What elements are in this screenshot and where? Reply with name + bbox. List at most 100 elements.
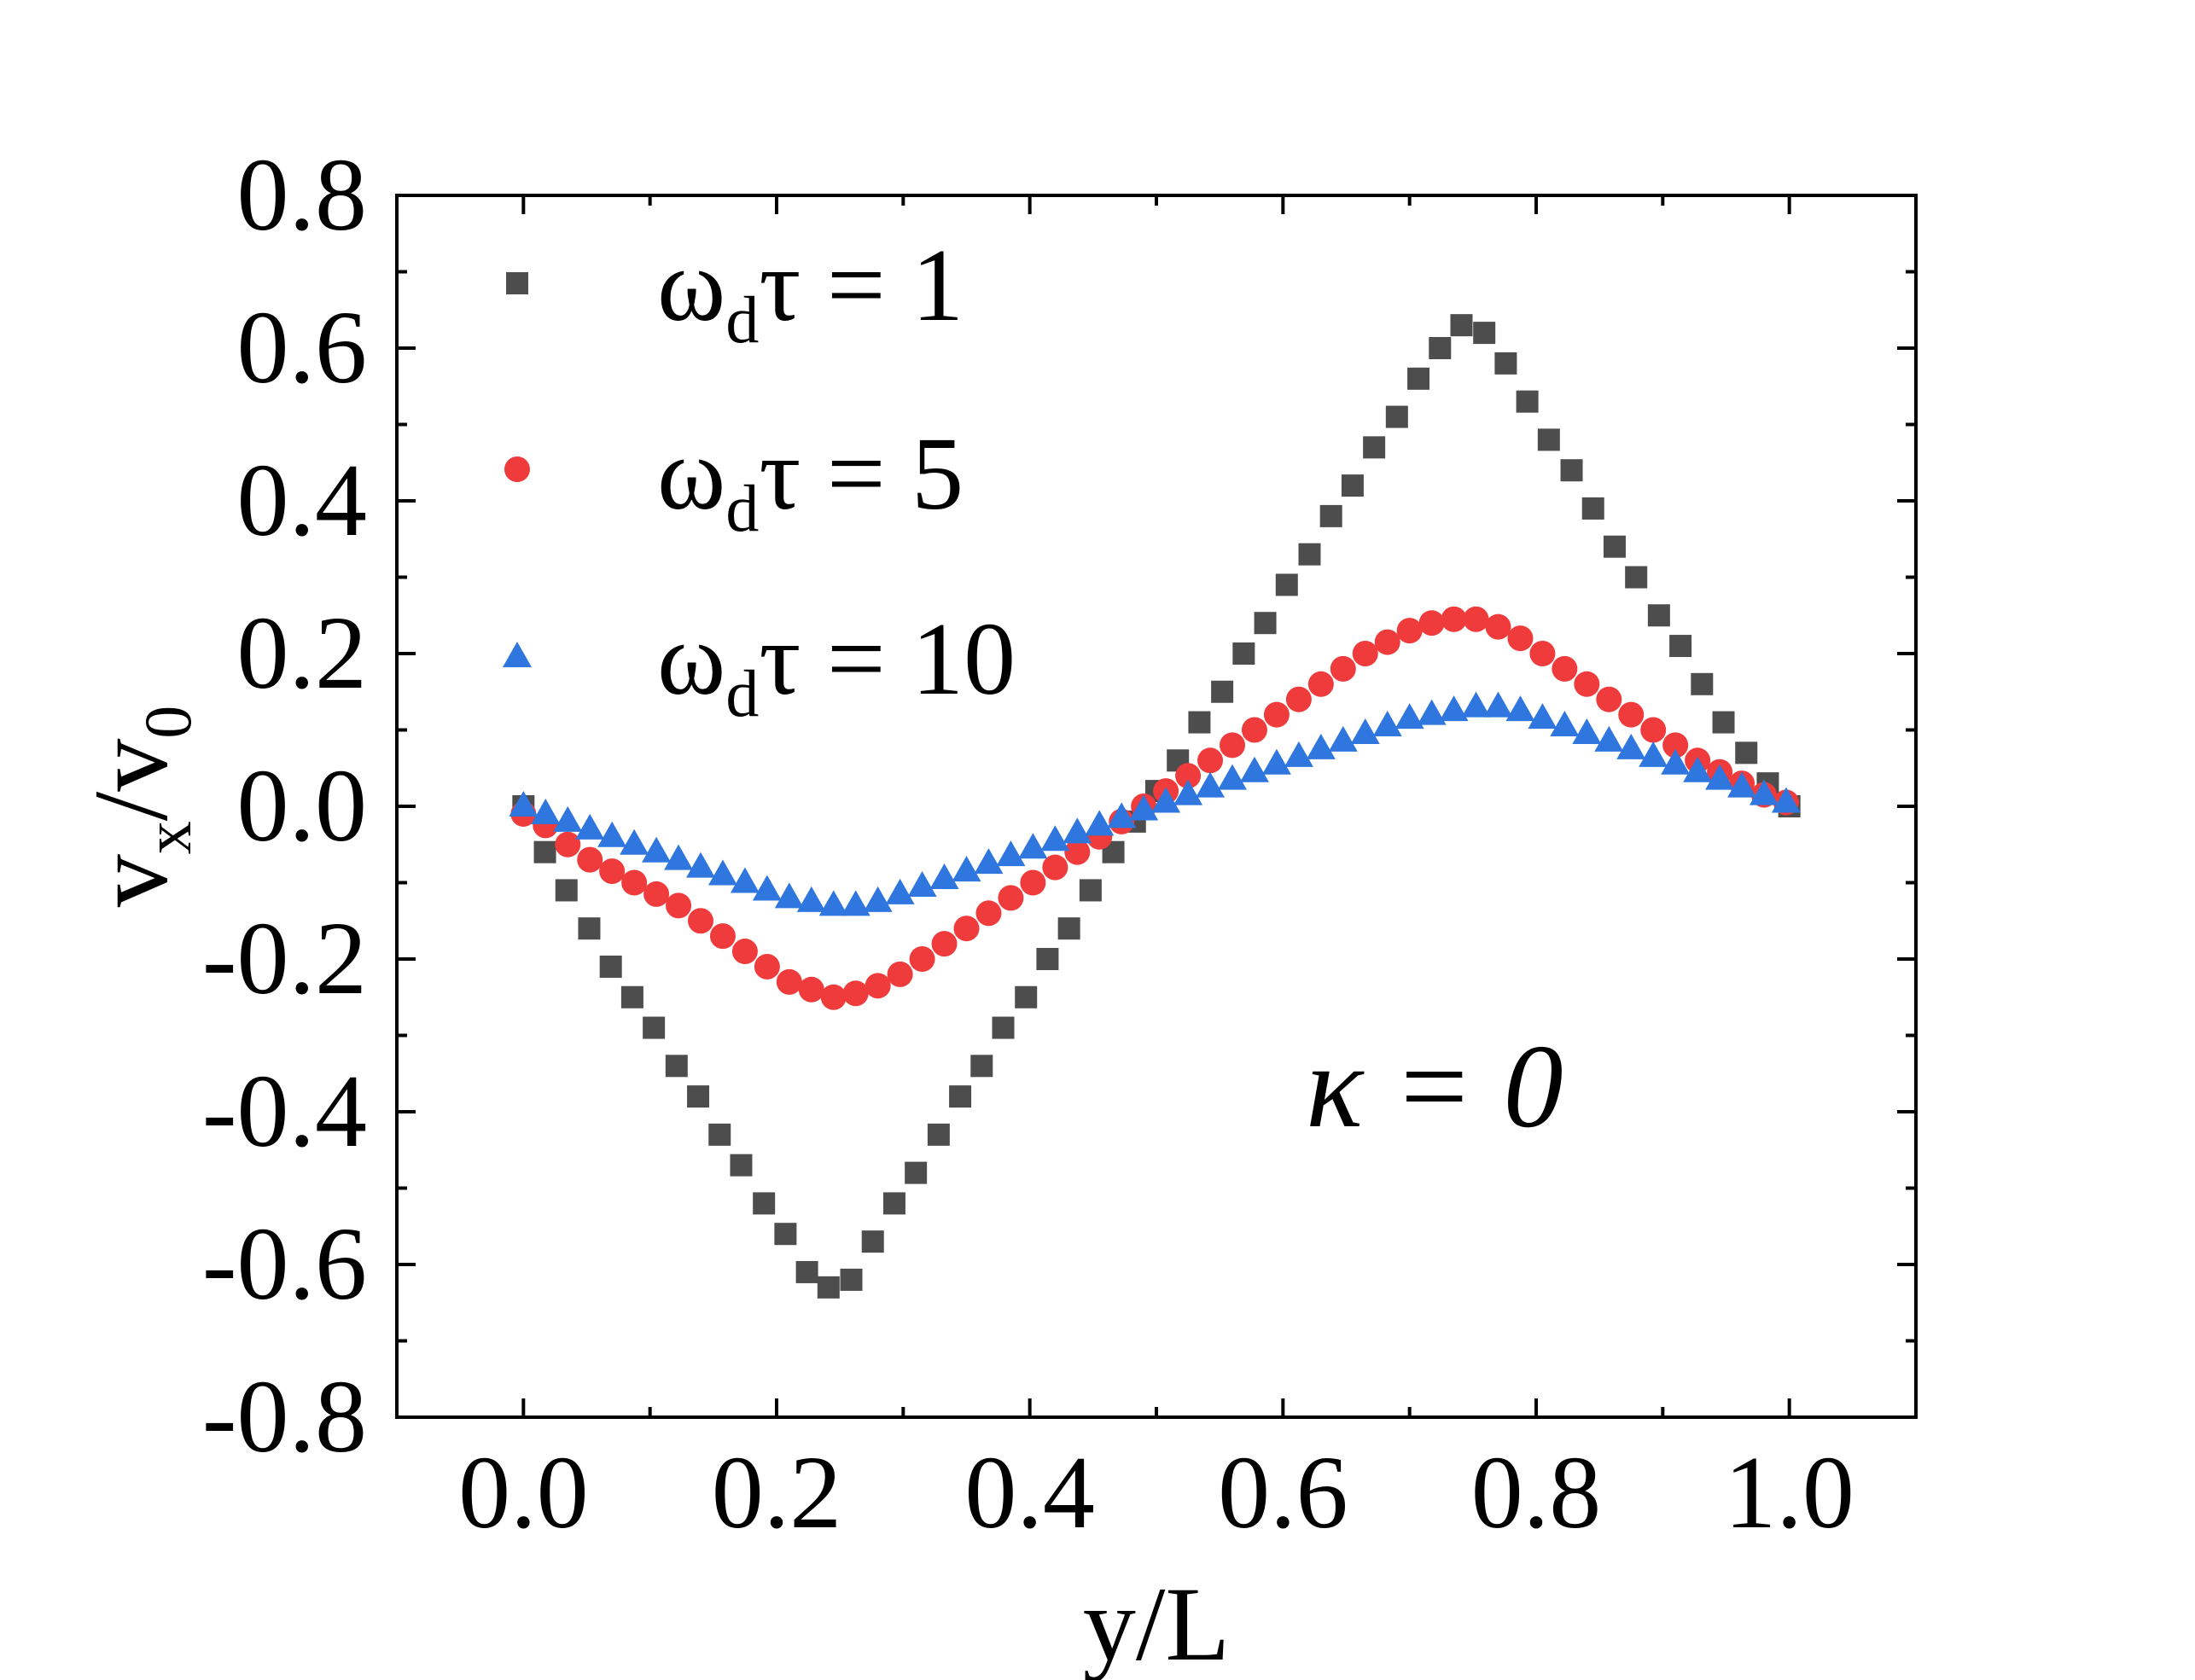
data-point-square <box>1537 428 1560 451</box>
data-point-square <box>905 1161 928 1184</box>
data-point-triangle <box>1727 771 1757 798</box>
legend-label-series-1: ωdτ = 1 <box>657 228 964 357</box>
legend-label-omega: ω <box>657 602 725 717</box>
y-axis-title: vx/v0 <box>73 706 205 907</box>
data-point-circle <box>1220 732 1245 759</box>
data-point-square <box>533 840 556 863</box>
legend-label-sub: d <box>725 656 759 730</box>
data-point-circle <box>1330 655 1356 682</box>
data-point-square <box>1450 314 1473 337</box>
y-tick-label: -0.2 <box>202 901 367 1016</box>
data-point-triangle <box>1616 733 1646 759</box>
data-point-circle <box>1197 747 1224 774</box>
data-point-square <box>1494 352 1517 375</box>
data-point-circle <box>909 946 935 972</box>
data-point-square <box>861 1230 884 1253</box>
legend-marker-triangle <box>503 642 532 667</box>
data-point-circle <box>1529 641 1556 666</box>
data-point-circle <box>1307 671 1334 697</box>
data-point-circle <box>842 980 869 1007</box>
data-point-circle <box>731 939 758 965</box>
data-point-square <box>1015 985 1038 1009</box>
data-point-triangle <box>1085 810 1115 836</box>
x-tick-label: 1.0 <box>1724 1435 1854 1550</box>
data-point-triangle <box>597 821 627 847</box>
legend-label-sub: d <box>725 471 759 545</box>
data-point-circle <box>798 976 824 1003</box>
x-tick-label: 0.8 <box>1471 1435 1602 1550</box>
data-point-triangle <box>774 882 804 909</box>
data-point-triangle <box>553 805 583 832</box>
data-point-circle <box>776 968 802 995</box>
data-point-circle <box>1574 671 1600 697</box>
data-point-square <box>1647 604 1670 627</box>
data-point-triangle <box>730 867 760 893</box>
data-point-triangle <box>1063 817 1092 844</box>
data-point-triangle <box>1218 764 1247 790</box>
legend-marker-square <box>506 272 528 294</box>
data-point-circle <box>1263 701 1290 728</box>
legend-label-rest: τ = 1 <box>759 228 964 343</box>
y-tick-label: 0.0 <box>237 748 368 863</box>
x-tick-label: 0.2 <box>712 1435 842 1550</box>
data-point-circle <box>1418 610 1445 637</box>
data-point-square <box>1560 459 1583 482</box>
data-point-square <box>1473 322 1496 345</box>
data-point-circle <box>621 869 648 896</box>
data-point-triangle <box>1372 711 1402 737</box>
data-point-square <box>1581 497 1604 520</box>
data-point-triangle <box>841 890 870 916</box>
axis-ticks <box>395 194 1918 1419</box>
data-point-square <box>599 955 622 978</box>
data-point-circle <box>1396 618 1423 644</box>
data-point-triangle <box>818 890 848 916</box>
data-point-triangle <box>1394 703 1424 730</box>
y-axis-title-v0: v <box>73 739 189 792</box>
data-point-square <box>1079 879 1102 902</box>
legend-label-omega: ω <box>657 416 725 532</box>
data-point-circle <box>643 881 670 907</box>
data-point-square <box>1385 405 1408 428</box>
y-axis-title-v: v <box>73 854 189 907</box>
legend-entry-series-2: ωdτ = 5 <box>504 416 964 545</box>
legend-label-rest: τ = 10 <box>759 602 1016 717</box>
data-point-circle <box>599 858 626 885</box>
y-tick-label: -0.8 <box>202 1359 367 1474</box>
data-point-square <box>1603 535 1626 558</box>
y-tick-label: 0.8 <box>237 137 368 253</box>
data-point-triangle <box>1771 787 1801 813</box>
data-point-triangle <box>863 886 893 912</box>
data-point-circle <box>975 900 1002 927</box>
data-point-square <box>1363 436 1386 459</box>
data-point-circle <box>1374 629 1400 655</box>
data-point-square <box>643 1016 666 1039</box>
data-point-square <box>927 1123 950 1146</box>
data-point-square <box>555 879 578 902</box>
data-point-triangle <box>1040 825 1070 852</box>
y-axis-title-sub-x: x <box>131 821 205 854</box>
x-tick-label: 0.6 <box>1218 1435 1348 1550</box>
data-point-triangle <box>1505 695 1535 722</box>
data-point-square <box>992 1016 1015 1039</box>
data-markers <box>509 314 1801 1299</box>
data-point-triangle <box>664 844 694 870</box>
data-point-circle <box>998 885 1024 911</box>
data-point-circle <box>820 984 847 1010</box>
data-point-triangle <box>1483 691 1513 718</box>
data-point-triangle <box>1461 691 1491 718</box>
data-point-circle <box>1596 686 1622 712</box>
data-point-circle <box>1552 655 1578 682</box>
data-point-square <box>1429 337 1452 359</box>
data-point-circle <box>953 916 980 942</box>
legend-label-rest: τ = 5 <box>759 416 964 532</box>
data-point-square <box>1691 672 1714 695</box>
kappa-annotation: κ = 0 <box>1306 1020 1563 1153</box>
data-point-circle <box>1042 854 1068 881</box>
data-point-circle <box>688 908 713 934</box>
data-point-circle <box>1485 613 1511 640</box>
data-point-circle <box>1463 606 1489 632</box>
y-tick-label: -0.4 <box>202 1054 367 1169</box>
data-point-triangle <box>952 856 981 882</box>
data-point-square <box>1712 711 1735 734</box>
